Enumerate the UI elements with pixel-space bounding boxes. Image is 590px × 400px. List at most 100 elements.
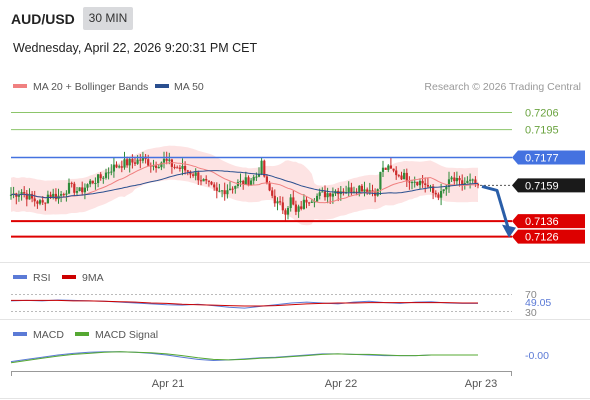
candle-body (239, 180, 242, 183)
rsi-ma-legend-swatch (62, 275, 76, 279)
ma20-line (10, 162, 478, 204)
candle-body (242, 180, 245, 185)
candle-body (416, 181, 419, 186)
candle-body (260, 160, 263, 175)
candle-body (292, 197, 295, 205)
resistance-label: 0.7206 (525, 108, 559, 120)
candle-body (192, 174, 195, 176)
macd-value-label: -0.00 (525, 350, 549, 362)
candle-body (147, 159, 150, 166)
candle-body (413, 181, 416, 183)
candle-body (54, 193, 57, 200)
candle-body (434, 192, 437, 195)
ma50-legend-label: MA 50 (174, 81, 204, 93)
candle-body (252, 176, 255, 181)
candle-body (136, 159, 139, 164)
candle-body (112, 164, 115, 172)
candle-body (426, 185, 429, 187)
candle-body (194, 172, 197, 176)
rsi-legend-swatch (13, 275, 27, 279)
candle-body (316, 195, 319, 202)
candle-body (294, 204, 297, 212)
candle-body (133, 162, 137, 164)
candle-body (355, 191, 358, 193)
ma50-legend-swatch (155, 84, 169, 88)
candle-body (141, 156, 144, 161)
candle-body (289, 197, 292, 208)
candle-body (70, 182, 73, 184)
candle-body (474, 179, 477, 184)
candle-body (226, 190, 229, 195)
rsi-ma-legend-label: 9MA (82, 272, 104, 284)
x-tick-label: Apr 23 (465, 378, 497, 390)
candle-body (350, 187, 353, 193)
candle-body (67, 182, 71, 194)
support-tag (512, 229, 585, 244)
candle-body (286, 208, 290, 215)
candle-body (358, 185, 361, 193)
timeframe-button[interactable]: 30 MIN (83, 7, 133, 30)
candle-body (313, 201, 316, 203)
rsi-30-label: 30 (525, 307, 537, 319)
candle-body (23, 192, 26, 194)
candle-body (442, 189, 445, 191)
candle-body (36, 201, 39, 204)
candle-body (157, 167, 160, 169)
candle-body (387, 165, 390, 170)
support-label: 0.7136 (525, 216, 559, 228)
candle-body (97, 174, 100, 183)
pivot-label: 0.7177 (525, 153, 559, 165)
candle-body (49, 194, 52, 198)
candle-body (440, 191, 443, 198)
support-tag (512, 214, 585, 229)
candle-body (110, 171, 113, 173)
candle-body (432, 186, 435, 193)
candle-body (17, 194, 20, 197)
rsi-70-label: 70 (525, 289, 537, 301)
candle-body (102, 177, 105, 179)
candle-body (250, 180, 253, 186)
candle-body (78, 187, 81, 191)
candle-body (384, 167, 387, 170)
candle-body (268, 183, 271, 191)
candle-body (25, 193, 28, 200)
candle-body (318, 192, 321, 196)
candle-body (308, 202, 311, 204)
candle-body (202, 179, 205, 182)
candle-body (60, 194, 63, 196)
candle-body (168, 159, 171, 161)
candle-body (408, 181, 411, 183)
candle-body (297, 206, 300, 212)
candle-body (302, 199, 305, 209)
candle-body (91, 180, 94, 184)
candle-body (65, 193, 68, 195)
candle-body (410, 182, 414, 184)
watermark: Research © 2026 Trading Central (424, 81, 581, 93)
candle-body (215, 187, 218, 191)
rsi-ma-line (11, 299, 478, 307)
candle-body (181, 166, 184, 169)
candle-body (450, 177, 453, 180)
candle-body (461, 180, 464, 185)
candle-body (75, 191, 79, 193)
candle-body (231, 188, 234, 190)
ma20-legend-swatch (13, 84, 27, 88)
candle-body (257, 174, 261, 177)
candle-body (437, 194, 440, 198)
candle-body (376, 189, 379, 196)
candle-body (44, 202, 47, 204)
candle-body (31, 193, 34, 199)
candle-body (323, 191, 327, 198)
candle-body (395, 170, 398, 176)
candle-body (199, 180, 203, 182)
candle-body (33, 198, 36, 202)
resistance-label: 0.7195 (525, 125, 559, 137)
candle-body (418, 180, 422, 186)
support-label: 0.7126 (525, 232, 559, 244)
bollinger-band (11, 145, 478, 226)
candle-body (165, 158, 168, 161)
chart-header: AUD/USD 30 MIN (0, 0, 590, 34)
candle-body (52, 193, 55, 198)
candle-body (73, 183, 76, 193)
candle-body (178, 167, 181, 169)
